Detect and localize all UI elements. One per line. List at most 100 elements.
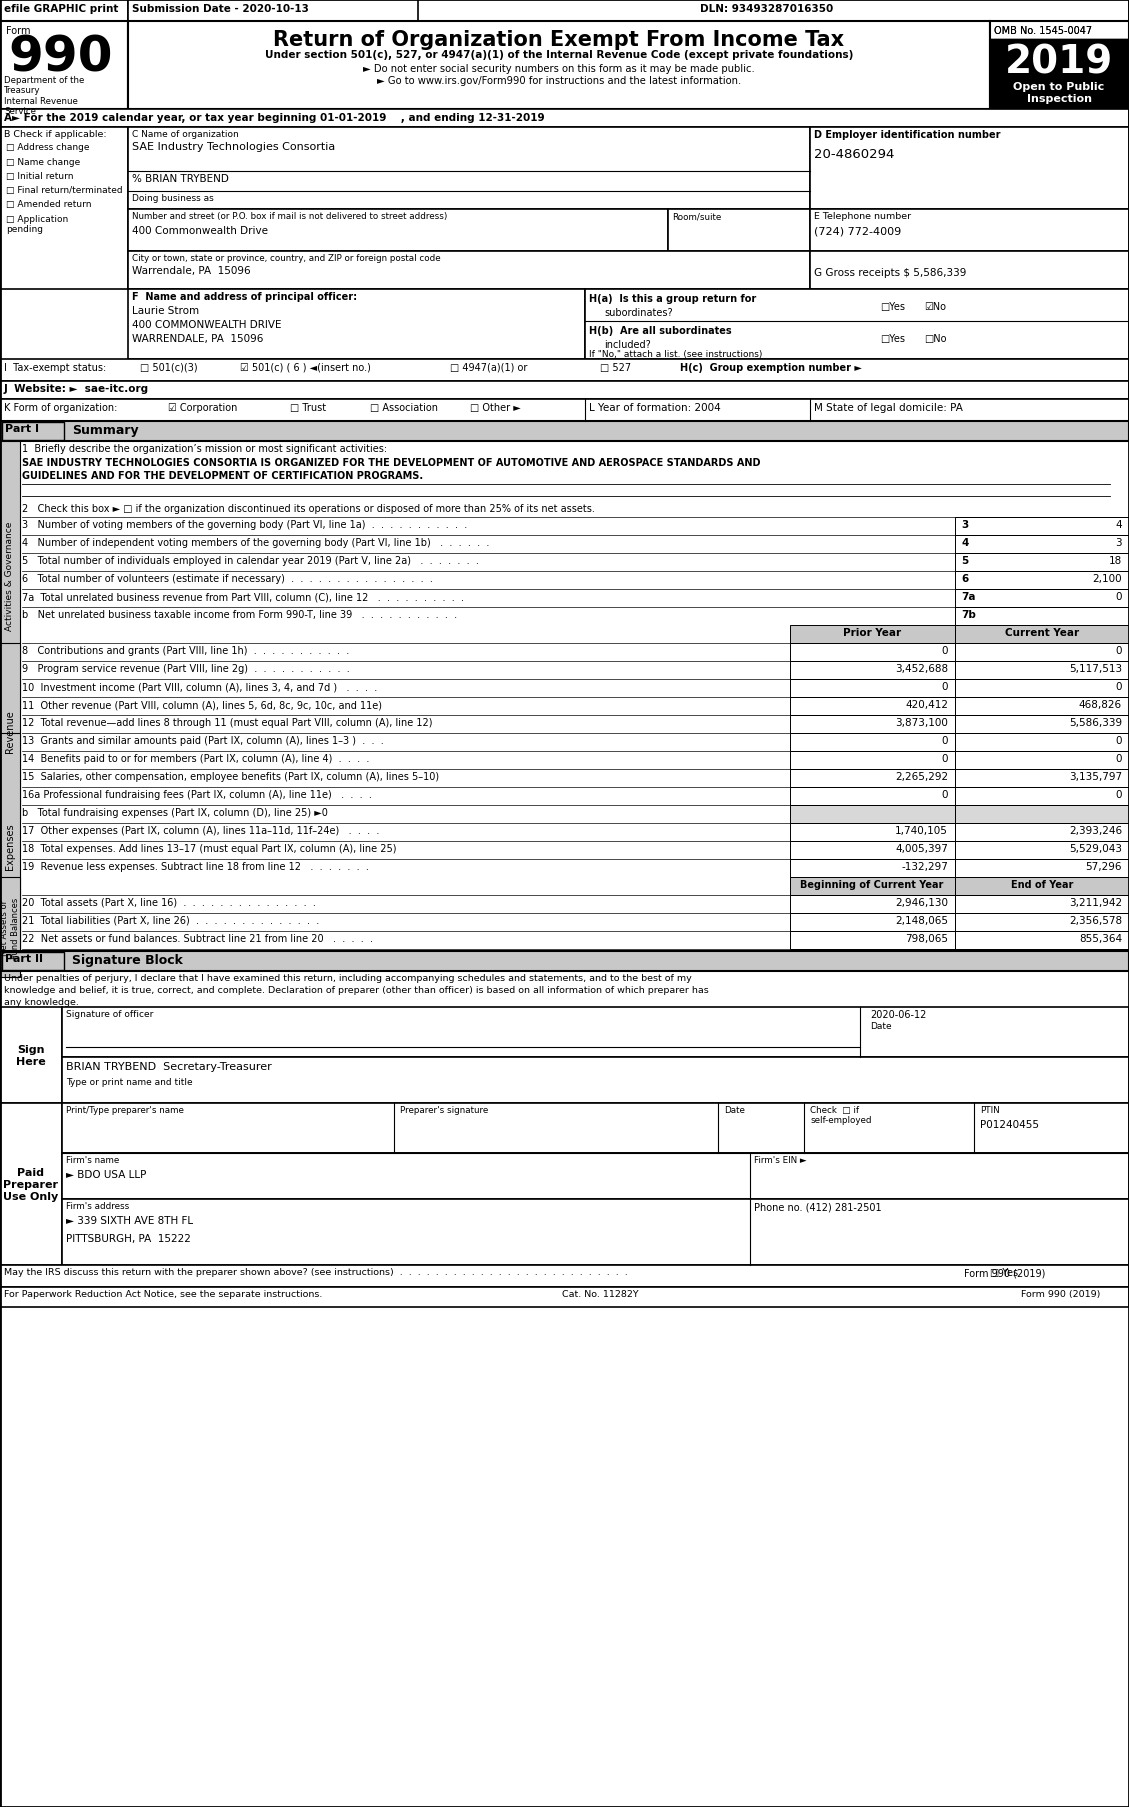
Text: Prior Year: Prior Year bbox=[843, 627, 901, 638]
Bar bbox=[0, 22, 128, 110]
Text: Net Assets or
Fund Balances: Net Assets or Fund Balances bbox=[0, 896, 19, 958]
Bar bbox=[0, 734, 20, 960]
Bar bbox=[955, 643, 1129, 661]
Text: (724) 772-4009: (724) 772-4009 bbox=[814, 226, 901, 237]
Text: 21  Total liabilities (Part X, line 26)  .  .  .  .  .  .  .  .  .  .  .  .  .  : 21 Total liabilities (Part X, line 26) .… bbox=[21, 916, 320, 925]
Text: Number and street (or P.O. box if mail is not delivered to street address): Number and street (or P.O. box if mail i… bbox=[132, 211, 447, 220]
Text: 990: 990 bbox=[8, 34, 113, 81]
Text: Under section 501(c), 527, or 4947(a)(1) of the Internal Revenue Code (except pr: Under section 501(c), 527, or 4947(a)(1)… bbox=[265, 51, 854, 60]
Text: City or town, state or province, country, and ZIP or foreign postal code: City or town, state or province, country… bbox=[132, 253, 440, 262]
Bar bbox=[128, 0, 418, 22]
Bar bbox=[955, 553, 1129, 571]
Text: 5,117,513: 5,117,513 bbox=[1069, 663, 1122, 674]
Text: 2,265,292: 2,265,292 bbox=[895, 772, 948, 782]
Text: Date: Date bbox=[724, 1106, 745, 1115]
Text: 2,148,065: 2,148,065 bbox=[895, 916, 948, 925]
Text: 16a Professional fundraising fees (Part IX, column (A), line 11e)   .  .  .  .: 16a Professional fundraising fees (Part … bbox=[21, 790, 371, 799]
Bar bbox=[128, 128, 809, 210]
Text: 0: 0 bbox=[1115, 681, 1122, 692]
Text: C Name of organization: C Name of organization bbox=[132, 130, 238, 139]
Text: □ Initial return: □ Initial return bbox=[6, 172, 73, 181]
Bar bbox=[0, 360, 1129, 381]
Text: I  Tax-exempt status:: I Tax-exempt status: bbox=[5, 363, 106, 372]
Bar bbox=[790, 842, 955, 860]
Text: □ Amended return: □ Amended return bbox=[6, 201, 91, 210]
Bar bbox=[790, 860, 955, 878]
Bar bbox=[955, 734, 1129, 752]
Text: P01240455: P01240455 bbox=[980, 1119, 1039, 1129]
Text: 6   Total number of volunteers (estimate if necessary)  .  .  .  .  .  .  .  .  : 6 Total number of volunteers (estimate i… bbox=[21, 573, 432, 584]
Text: ► Go to www.irs.gov/Form990 for instructions and the latest information.: ► Go to www.irs.gov/Form990 for instruct… bbox=[377, 76, 741, 87]
Text: H(c)  Group exemption number ►: H(c) Group exemption number ► bbox=[680, 363, 861, 372]
Text: 3,211,942: 3,211,942 bbox=[1069, 898, 1122, 907]
Text: D Employer identification number: D Employer identification number bbox=[814, 130, 1000, 139]
Bar bbox=[0, 1265, 1129, 1287]
Bar bbox=[790, 752, 955, 770]
Text: Form 990 (2019): Form 990 (2019) bbox=[964, 1267, 1045, 1278]
Text: 1  Briefly describe the organization’s mission or most significant activities:: 1 Briefly describe the organization’s mi… bbox=[21, 445, 387, 454]
Text: F  Name and address of principal officer:: F Name and address of principal officer: bbox=[132, 293, 357, 302]
Text: 3,873,100: 3,873,100 bbox=[895, 717, 948, 728]
Bar bbox=[0, 441, 20, 710]
Text: Paid
Preparer
Use Only: Paid Preparer Use Only bbox=[3, 1167, 59, 1202]
Bar bbox=[0, 1008, 62, 1104]
Text: A► For the 2019 calendar year, or tax year beginning 01-01-2019    , and ending : A► For the 2019 calendar year, or tax ye… bbox=[5, 112, 544, 123]
Text: subordinates?: subordinates? bbox=[604, 307, 673, 318]
Bar bbox=[955, 661, 1129, 679]
Text: 7b: 7b bbox=[961, 609, 975, 620]
Text: 2020-06-12: 2020-06-12 bbox=[870, 1010, 927, 1019]
Text: □Yes: □Yes bbox=[879, 302, 905, 313]
Bar bbox=[955, 607, 1129, 625]
Text: ► 339 SIXTH AVE 8TH FL: ► 339 SIXTH AVE 8TH FL bbox=[65, 1216, 193, 1225]
Text: Date: Date bbox=[870, 1021, 892, 1030]
Bar bbox=[955, 589, 1129, 607]
Bar bbox=[809, 210, 1129, 251]
Text: 14  Benefits paid to or for members (Part IX, column (A), line 4)  .  .  .  .: 14 Benefits paid to or for members (Part… bbox=[21, 754, 369, 764]
Text: Signature Block: Signature Block bbox=[72, 954, 183, 967]
Bar bbox=[790, 679, 955, 698]
Bar bbox=[955, 770, 1129, 788]
Text: ► BDO USA LLP: ► BDO USA LLP bbox=[65, 1169, 147, 1180]
Text: 468,826: 468,826 bbox=[1079, 699, 1122, 710]
Text: □ Association: □ Association bbox=[370, 403, 438, 412]
Text: 0: 0 bbox=[1115, 754, 1122, 764]
Bar bbox=[955, 788, 1129, 806]
Text: May the IRS discuss this return with the preparer shown above? (see instructions: May the IRS discuss this return with the… bbox=[5, 1267, 628, 1276]
Text: 17  Other expenses (Part IX, column (A), lines 11a–11d, 11f–24e)   .  .  .  .: 17 Other expenses (Part IX, column (A), … bbox=[21, 826, 379, 835]
Bar bbox=[955, 716, 1129, 734]
Text: 20  Total assets (Part X, line 16)  .  .  .  .  .  .  .  .  .  .  .  .  .  .  .: 20 Total assets (Part X, line 16) . . . … bbox=[21, 898, 316, 907]
Text: M State of legal domicile: PA: M State of legal domicile: PA bbox=[814, 403, 963, 412]
Text: Open to Public
Inspection: Open to Public Inspection bbox=[1014, 81, 1104, 103]
Bar bbox=[128, 251, 809, 289]
Text: ☑ 501(c) ( 6 ) ◄(insert no.): ☑ 501(c) ( 6 ) ◄(insert no.) bbox=[240, 363, 370, 372]
Text: Submission Date - 2020-10-13: Submission Date - 2020-10-13 bbox=[132, 4, 309, 14]
Bar bbox=[0, 399, 1129, 421]
Text: 3,135,797: 3,135,797 bbox=[1069, 772, 1122, 782]
Text: GUIDELINES AND FOR THE DEVELOPMENT OF CERTIFICATION PROGRAMS.: GUIDELINES AND FOR THE DEVELOPMENT OF CE… bbox=[21, 472, 423, 481]
Text: PITTSBURGH, PA  15222: PITTSBURGH, PA 15222 bbox=[65, 1234, 191, 1243]
Text: 3   Number of voting members of the governing body (Part VI, line 1a)  .  .  .  : 3 Number of voting members of the govern… bbox=[21, 520, 467, 529]
Text: 855,364: 855,364 bbox=[1079, 934, 1122, 943]
Text: b   Net unrelated business taxable income from Form 990-T, line 39   .  .  .  . : b Net unrelated business taxable income … bbox=[21, 609, 457, 620]
Text: 0: 0 bbox=[942, 681, 948, 692]
Text: Laurie Strom: Laurie Strom bbox=[132, 305, 199, 316]
Text: Print/Type preparer's name: Print/Type preparer's name bbox=[65, 1106, 184, 1115]
Text: 3,452,688: 3,452,688 bbox=[895, 663, 948, 674]
Text: 2,946,130: 2,946,130 bbox=[895, 898, 948, 907]
Text: 400 Commonwealth Drive: 400 Commonwealth Drive bbox=[132, 226, 268, 237]
Text: If "No," attach a list. (see instructions): If "No," attach a list. (see instruction… bbox=[589, 351, 762, 360]
Text: □ 501(c)(3): □ 501(c)(3) bbox=[140, 363, 198, 372]
Bar bbox=[790, 914, 955, 931]
Text: 7a: 7a bbox=[961, 591, 975, 602]
Text: ☑ Corporation: ☑ Corporation bbox=[168, 403, 237, 412]
Text: 0: 0 bbox=[1115, 735, 1122, 746]
Bar bbox=[955, 625, 1129, 643]
Bar bbox=[0, 381, 1129, 399]
Text: 4: 4 bbox=[1115, 520, 1122, 529]
Bar bbox=[0, 952, 1129, 972]
Text: 11  Other revenue (Part VIII, column (A), lines 5, 6d, 8c, 9c, 10c, and 11e): 11 Other revenue (Part VIII, column (A),… bbox=[21, 699, 382, 710]
Text: 57,296: 57,296 bbox=[1085, 862, 1122, 871]
Text: Firm's name: Firm's name bbox=[65, 1155, 120, 1164]
Bar bbox=[790, 734, 955, 752]
Bar bbox=[790, 716, 955, 734]
